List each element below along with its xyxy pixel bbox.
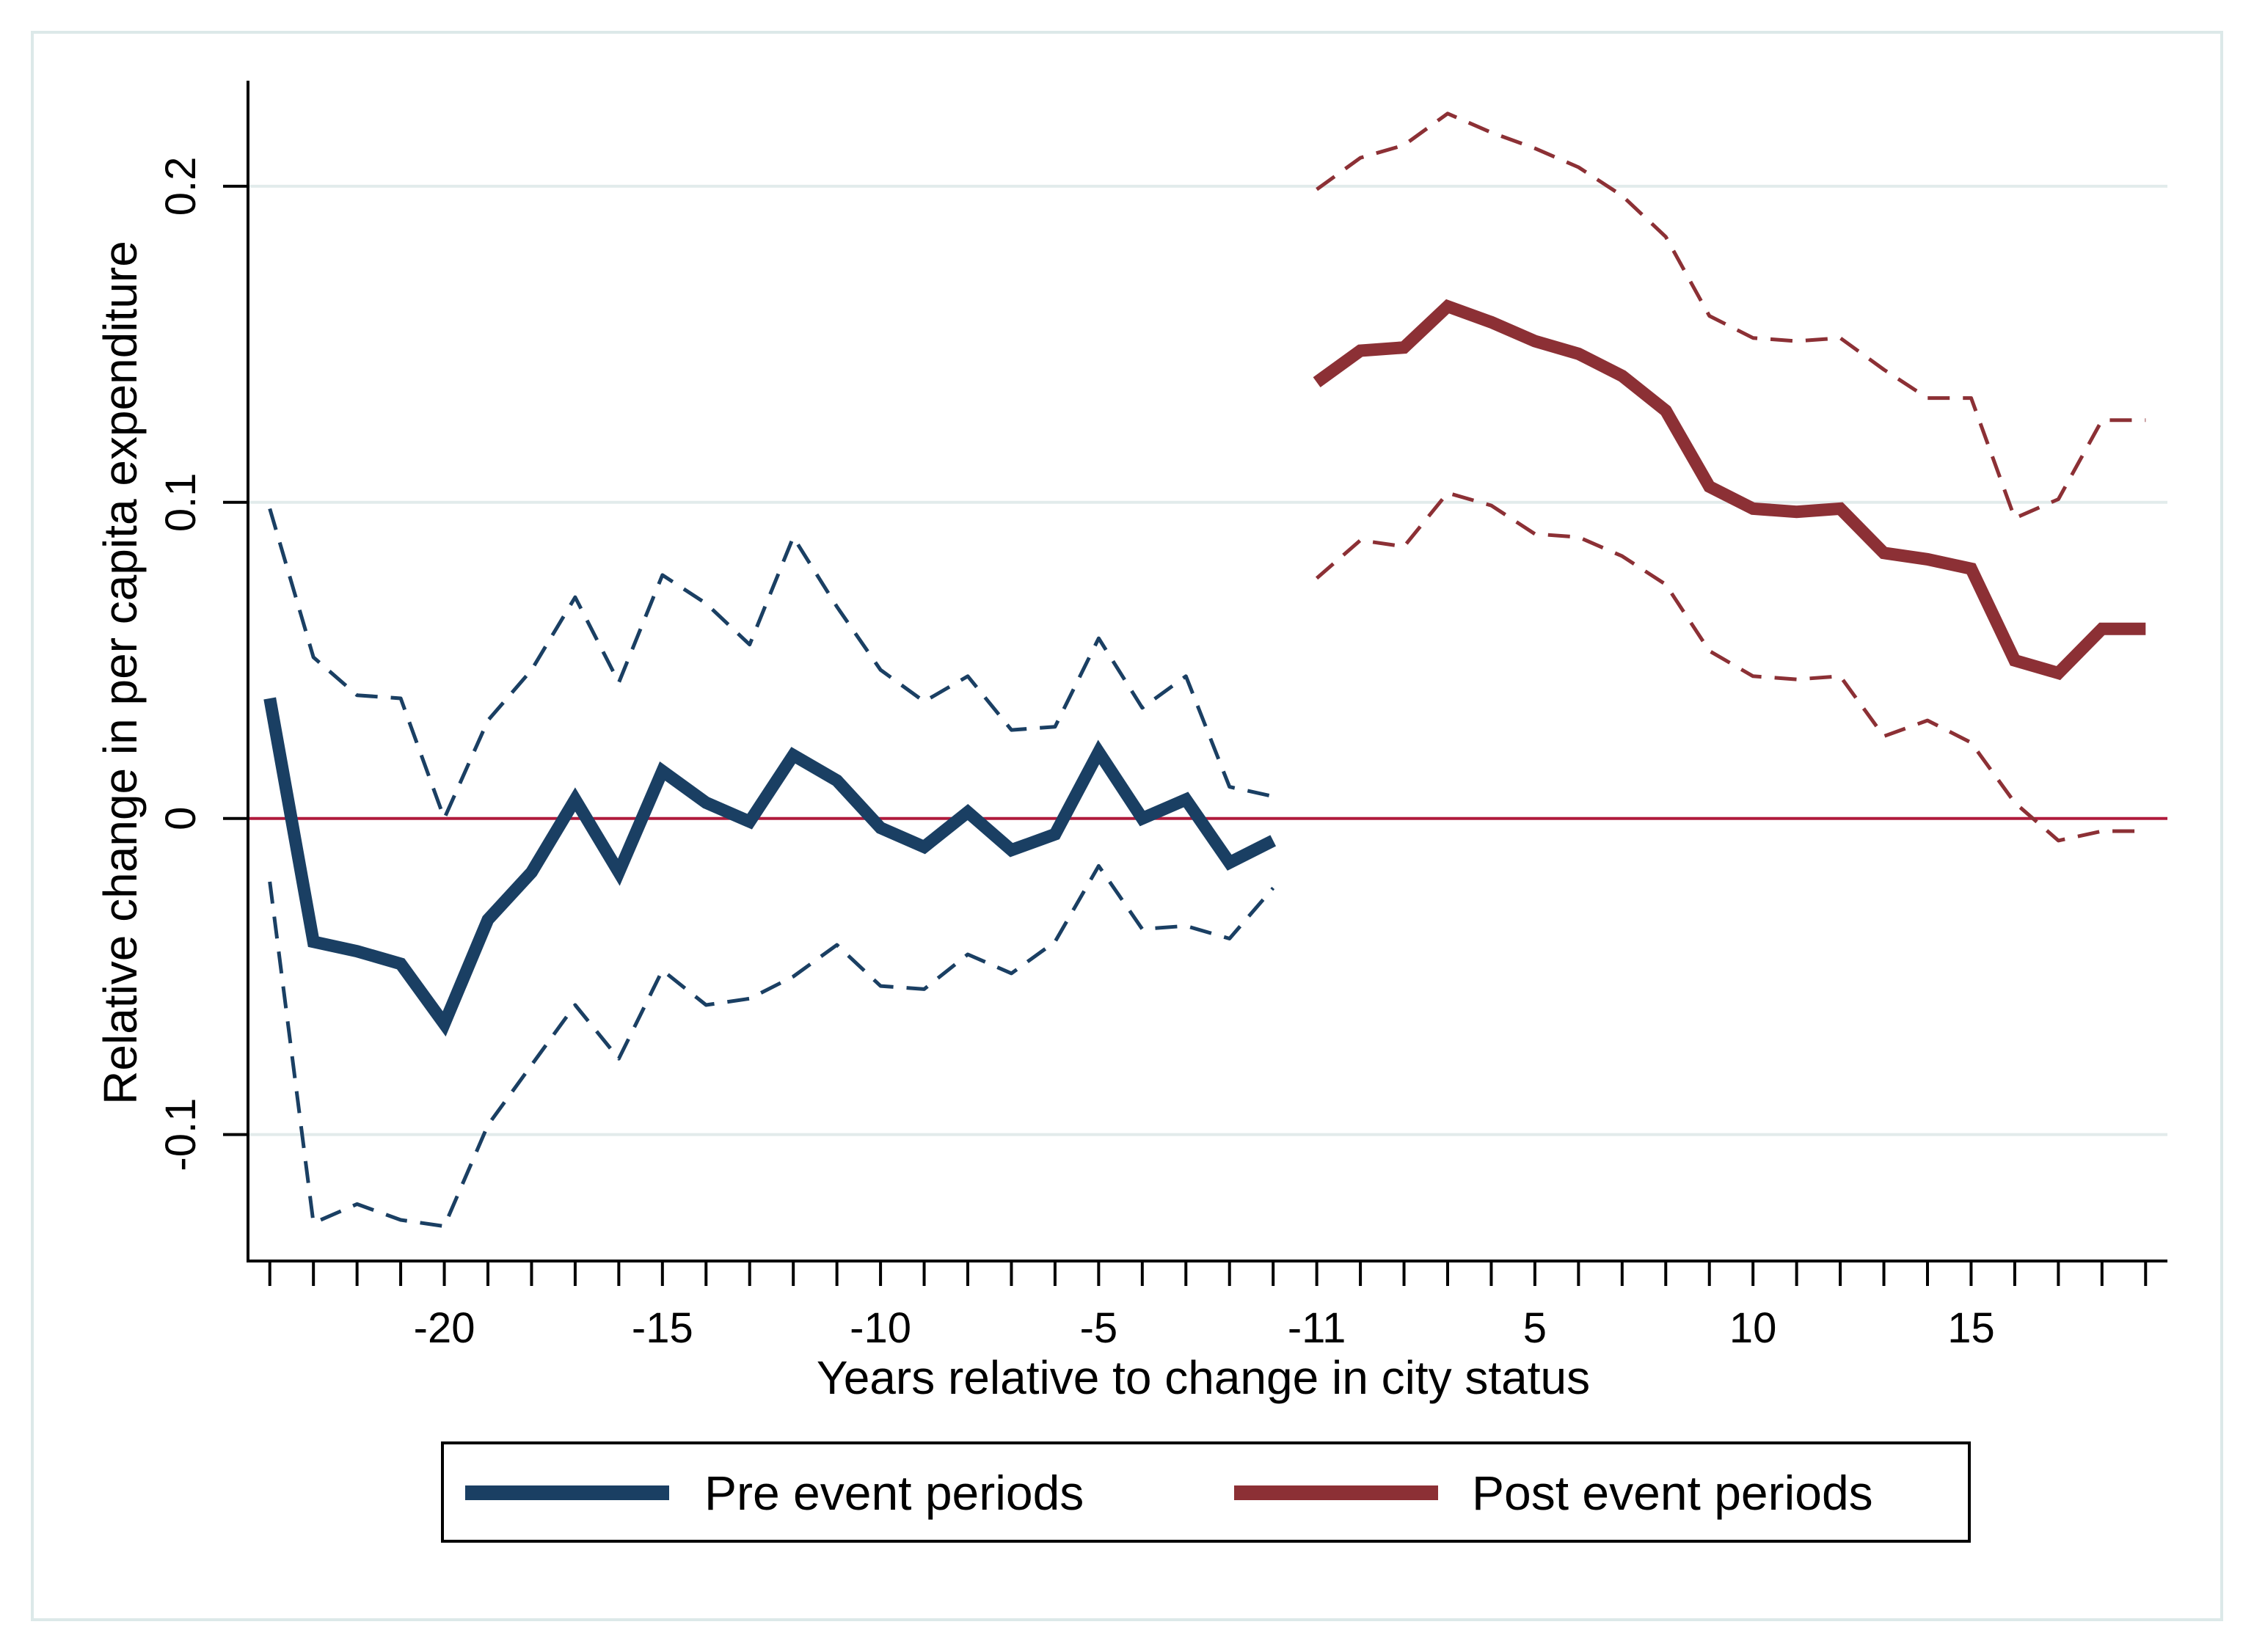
x-tick-label: -5 [1080, 1304, 1118, 1352]
axes [223, 81, 2167, 1286]
y-ticks [223, 184, 248, 1136]
x-tick-label: 10 [1729, 1304, 1777, 1352]
series-layer [263, 112, 2146, 1229]
x-tick-labels: -20 -15 -10 -5 -11 5 10 15 [414, 1304, 1995, 1352]
grid-lines [248, 184, 2167, 1136]
x-tick-label: -10 [850, 1304, 911, 1352]
x-axis-title: Years relative to change in city status [817, 1351, 1590, 1404]
legend-box [441, 1441, 1971, 1543]
x-tick-label: -15 [632, 1304, 693, 1352]
legend-label-post: Post event periods [1472, 1466, 1873, 1520]
y-tick-label: 0.2 [157, 157, 205, 216]
pre-estimate-line [263, 697, 1277, 1037]
y-tick-label: 0.1 [157, 472, 205, 532]
y-tick-labels: -0.1 0 0.1 0.2 [157, 157, 205, 1172]
post-lower-ci-line [1315, 491, 2146, 843]
pre-upper-ci-line [268, 508, 1274, 821]
x-minor-ticks [268, 1261, 2148, 1286]
outer-frame [31, 31, 2223, 1621]
y-tick-label: -0.1 [157, 1098, 205, 1172]
x-tick-label: 5 [1523, 1304, 1547, 1352]
y-axis-title: Relative change in per capita expenditur… [94, 241, 147, 1105]
legend: Pre event periods Post event periods [441, 1441, 1971, 1543]
post-estimate-line [1313, 299, 2146, 681]
y-tick-label: 0 [157, 807, 205, 830]
post-upper-ci-line [1316, 112, 2146, 520]
legend-label-pre: Pre event periods [704, 1466, 1084, 1520]
x-tick-label: -20 [414, 1304, 475, 1352]
pre-lower-ci-line [268, 863, 1275, 1229]
x-tick-label: -11 [1288, 1304, 1346, 1352]
x-tick-label: 15 [1947, 1304, 1995, 1352]
